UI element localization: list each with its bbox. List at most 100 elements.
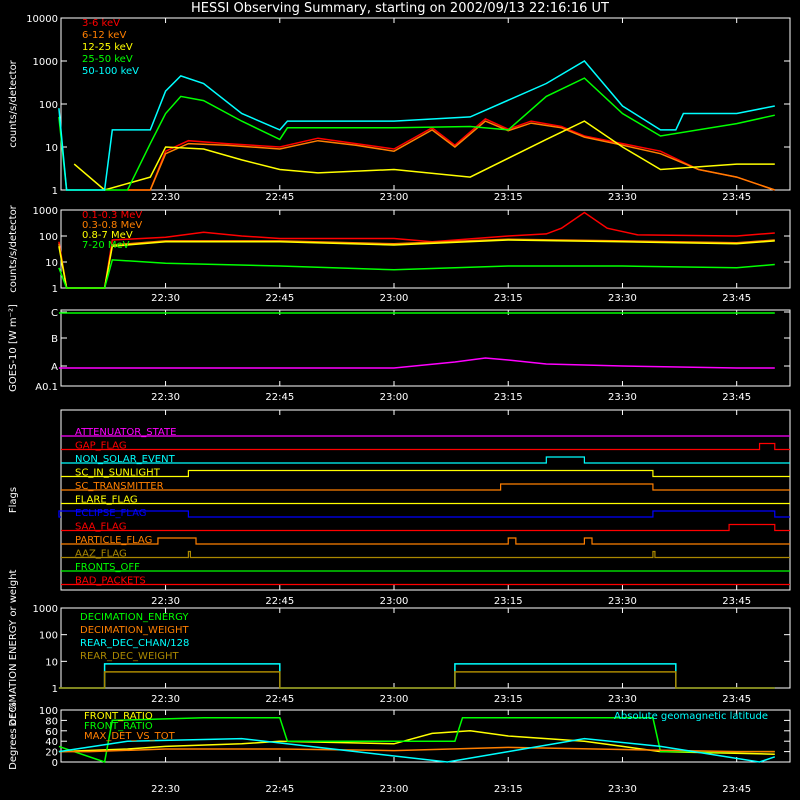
panel-frame-4 (60, 409, 791, 591)
y-tick-label: 100 (39, 232, 58, 243)
time-tick-label: 22:30 (151, 392, 180, 403)
y-tick-label: 1000 (33, 206, 58, 217)
time-tick-label: 23:00 (380, 784, 409, 795)
y-tick-label: A0.1 (35, 382, 58, 393)
legend-entry: 12-25 keV (82, 42, 133, 53)
series-front-ratio (58, 730, 775, 755)
time-tick-label: 22:30 (151, 784, 180, 795)
flag-line (61, 442, 790, 451)
time-tick-label: 22:45 (265, 596, 294, 607)
legend-entry: 0.3-0.8 MeV (82, 220, 142, 231)
flag-label: NON_SOLAR_EVENT (75, 454, 176, 465)
flag-label: SC_TRANSMITTER (75, 481, 164, 492)
flag-line (61, 483, 790, 491)
legend-entry: FRONT_RATIO (84, 721, 153, 732)
flag-line (61, 456, 790, 464)
y-tick-label: 20 (45, 748, 58, 759)
time-tick-label: 23:30 (608, 784, 637, 795)
series-0-8-7-mev (58, 239, 775, 289)
flag-label: PARTICLE_FLAG (75, 535, 152, 546)
y-tick-label: 10000 (26, 14, 58, 25)
panel-frame-1 (60, 17, 791, 191)
legend-entry: 6-12 keV (82, 30, 126, 41)
series-front-ratio (58, 717, 775, 763)
legend-entry: REAR_DEC_WEIGHT (80, 651, 179, 662)
series-50-100-kev (58, 60, 775, 191)
time-tick-label: 23:15 (494, 293, 523, 304)
time-tick-label: 23:30 (608, 596, 637, 607)
time-tick-label: 22:45 (265, 192, 294, 203)
series-goes-10-low (58, 357, 775, 369)
y-axis-label: counts/s/detector (8, 204, 19, 292)
y-tick-label: 100 (39, 706, 58, 717)
y-tick-label: 1000 (33, 604, 58, 615)
time-tick-label: 22:30 (151, 596, 180, 607)
y-tick-label: 10 (45, 143, 58, 154)
time-tick-label: 23:30 (608, 293, 637, 304)
flag-label: SAA_FLAG (75, 522, 126, 533)
series-7-20-mev (58, 259, 775, 289)
series-0-1-0-3-mev (58, 211, 775, 289)
y-tick-label: 10 (45, 657, 58, 668)
time-tick-label: 23:00 (380, 192, 409, 203)
flag-label: FRONTS_OFF (75, 562, 140, 573)
panel-frame-3 (60, 309, 791, 387)
y-tick-label: B (51, 334, 58, 345)
time-tick-label: 23:30 (608, 192, 637, 203)
flag-line (61, 550, 790, 559)
flag-label: GAP_FLAG (75, 441, 127, 452)
y-tick-label: 1000 (33, 57, 58, 68)
y-axis-label: counts/s/detector (8, 59, 19, 147)
time-tick-label: 22:30 (151, 694, 180, 705)
flag-line (61, 523, 790, 532)
flag-label: BAD_PACKETS (75, 576, 146, 587)
time-tick-label: 23:15 (494, 694, 523, 705)
time-tick-label: 23:00 (380, 293, 409, 304)
time-tick-label: 23:45 (722, 192, 751, 203)
time-tick-label: 23:30 (608, 694, 637, 705)
time-tick-label: 23:45 (722, 392, 751, 403)
flag-label: FLARE_FLAG (75, 495, 138, 506)
y-tick-label: 1 (52, 186, 58, 197)
time-tick-label: 23:45 (722, 293, 751, 304)
flag-line (61, 469, 790, 478)
series-25-50-kev (58, 77, 775, 191)
series-max-det-vs-tot (58, 746, 775, 753)
legend-entry: FRONT_RATIO (84, 711, 153, 722)
panel-frame-2 (60, 209, 791, 289)
legend-entry: 0.1-0.3 MeV (82, 210, 142, 221)
y-tick-label: A (51, 362, 58, 373)
y-tick-label: 1 (52, 284, 58, 295)
series-6-12-kev (127, 120, 776, 191)
time-tick-label: 23:45 (722, 784, 751, 795)
time-tick-label: 23:45 (722, 596, 751, 607)
annotation-label: Absolute geomagnetic latitude (614, 711, 768, 722)
flag-label: ECLIPSE_FLAG (75, 508, 146, 519)
y-axis-label: Degrees or % (8, 702, 19, 770)
legend-entry: 25-50 keV (82, 54, 133, 65)
legend-entry: REAR_DEC_CHAN/128 (80, 638, 189, 649)
y-tick-label: 60 (45, 727, 58, 738)
legend-entry: MAX_DET_VS_TOT (84, 731, 176, 742)
time-tick-label: 23:30 (608, 392, 637, 403)
time-tick-label: 23:45 (722, 694, 751, 705)
time-tick-label: 23:00 (380, 694, 409, 705)
chart-title: HESSI Observing Summary, starting on 200… (191, 1, 609, 16)
y-tick-label: 80 (45, 716, 58, 727)
time-tick-label: 22:45 (265, 784, 294, 795)
y-tick-label: 40 (45, 737, 58, 748)
y-tick-label: 0 (52, 758, 58, 769)
panel-frame-6 (60, 709, 791, 763)
time-tick-label: 23:15 (494, 392, 523, 403)
y-axis-label: DECIMATION ENERGY or weight (8, 569, 19, 726)
series-12-25-kev (73, 120, 775, 191)
time-tick-label: 22:45 (265, 392, 294, 403)
y-tick-label: 100 (39, 631, 58, 642)
time-tick-label: 23:15 (494, 192, 523, 203)
flag-label: SC_IN_SUNLIGHT (75, 468, 161, 479)
y-axis-label: GOES-10 [W m⁻²] (8, 304, 19, 392)
legend-entry: 50-100 keV (82, 66, 139, 77)
time-tick-label: 22:45 (265, 293, 294, 304)
time-tick-label: 22:30 (151, 293, 180, 304)
legend-entry: 3-6 keV (82, 18, 120, 29)
